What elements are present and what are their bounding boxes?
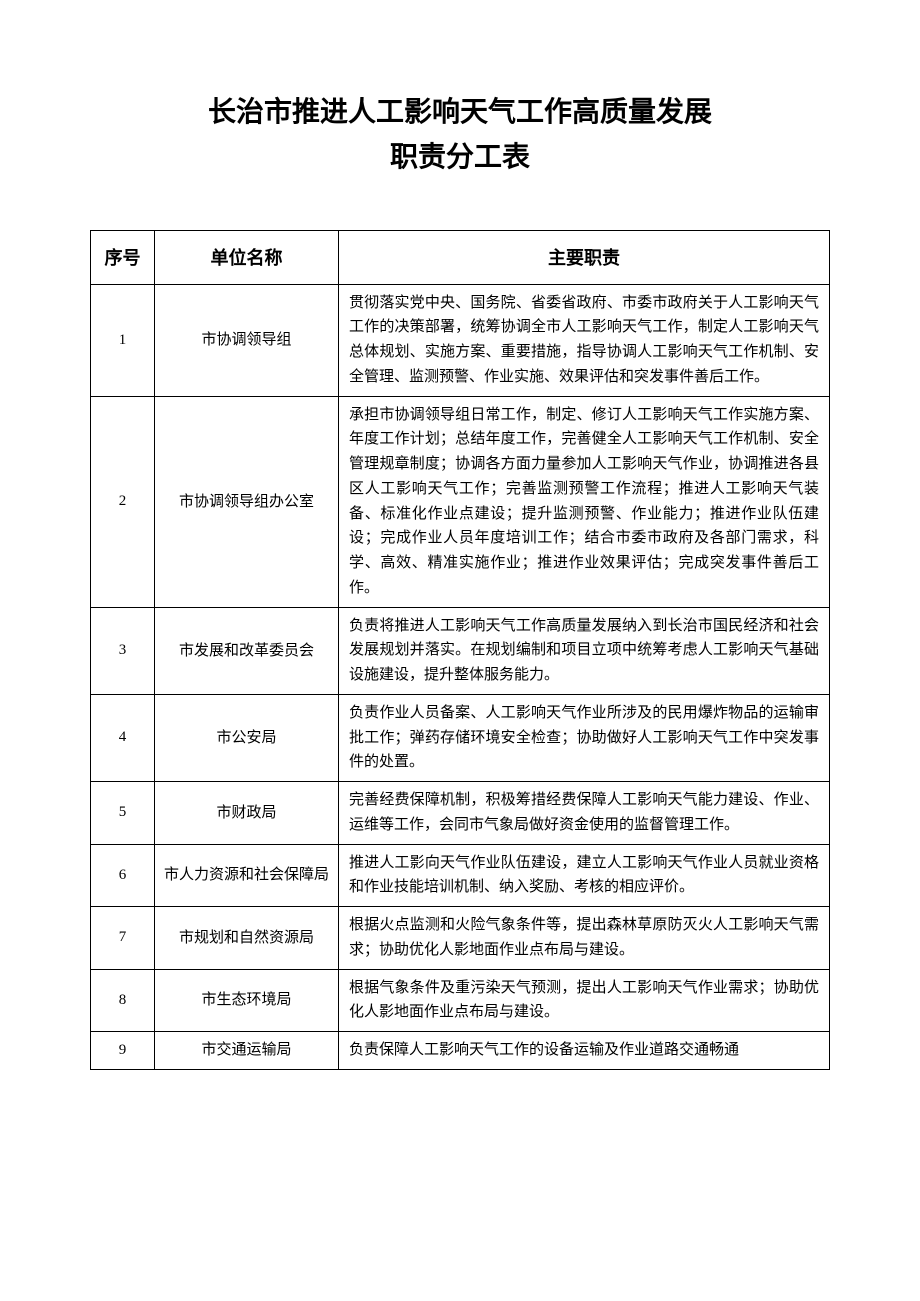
cell-duty: 负责将推进人工影响天气工作高质量发展纳入到长治市国民经济和社会发展规划并落实。在…: [339, 607, 830, 694]
table-row: 6 市人力资源和社会保障局 推进人工影向天气作业队伍建设，建立人工影响天气作业人…: [91, 844, 830, 907]
cell-seq: 3: [91, 607, 155, 694]
header-seq: 序号: [91, 230, 155, 284]
table-row: 1 市协调领导组 贯彻落实党中央、国务院、省委省政府、市委市政府关于人工影响天气…: [91, 284, 830, 396]
cell-unit: 市公安局: [155, 694, 339, 781]
cell-duty: 贯彻落实党中央、国务院、省委省政府、市委市政府关于人工影响天气工作的决策部署，统…: [339, 284, 830, 396]
table-row: 4 市公安局 负责作业人员备案、人工影响天气作业所涉及的民用爆炸物品的运输审批工…: [91, 694, 830, 781]
cell-seq: 6: [91, 844, 155, 907]
table-row: 3 市发展和改革委员会 负责将推进人工影响天气工作高质量发展纳入到长治市国民经济…: [91, 607, 830, 694]
cell-unit: 市人力资源和社会保障局: [155, 844, 339, 907]
cell-unit: 市规划和自然资源局: [155, 907, 339, 970]
cell-unit: 市生态环境局: [155, 969, 339, 1032]
cell-seq: 5: [91, 782, 155, 845]
responsibility-table: 序号 单位名称 主要职责 1 市协调领导组 贯彻落实党中央、国务院、省委省政府、…: [90, 230, 830, 1070]
cell-seq: 7: [91, 907, 155, 970]
cell-duty: 根据气象条件及重污染天气预测，提出人工影响天气作业需求；协助优化人影地面作业点布…: [339, 969, 830, 1032]
header-duty: 主要职责: [339, 230, 830, 284]
document-title-line2: 职责分工表: [90, 135, 830, 180]
cell-seq: 1: [91, 284, 155, 396]
cell-seq: 9: [91, 1032, 155, 1070]
table-row: 8 市生态环境局 根据气象条件及重污染天气预测，提出人工影响天气作业需求；协助优…: [91, 969, 830, 1032]
cell-duty: 承担市协调领导组日常工作，制定、修订人工影响天气工作实施方案、年度工作计划；总结…: [339, 396, 830, 607]
cell-seq: 4: [91, 694, 155, 781]
cell-duty: 推进人工影向天气作业队伍建设，建立人工影响天气作业人员就业资格和作业技能培训机制…: [339, 844, 830, 907]
cell-unit: 市发展和改革委员会: [155, 607, 339, 694]
cell-unit: 市协调领导组办公室: [155, 396, 339, 607]
table-row: 9 市交通运输局 负责保障人工影响天气工作的设备运输及作业道路交通畅通: [91, 1032, 830, 1070]
document-title-block: 长治市推进人工影响天气工作高质量发展 职责分工表: [90, 90, 830, 180]
table-row: 2 市协调领导组办公室 承担市协调领导组日常工作，制定、修订人工影响天气工作实施…: [91, 396, 830, 607]
cell-seq: 8: [91, 969, 155, 1032]
cell-duty: 负责作业人员备案、人工影响天气作业所涉及的民用爆炸物品的运输审批工作；弹药存储环…: [339, 694, 830, 781]
table-row: 5 市财政局 完善经费保障机制，积极筹措经费保障人工影响天气能力建设、作业、运维…: [91, 782, 830, 845]
cell-duty: 完善经费保障机制，积极筹措经费保障人工影响天气能力建设、作业、运维等工作，会同市…: [339, 782, 830, 845]
cell-seq: 2: [91, 396, 155, 607]
cell-unit: 市财政局: [155, 782, 339, 845]
cell-duty: 负责保障人工影响天气工作的设备运输及作业道路交通畅通: [339, 1032, 830, 1070]
table-row: 7 市规划和自然资源局 根据火点监测和火险气象条件等，提出森林草原防灭火人工影响…: [91, 907, 830, 970]
table-header-row: 序号 单位名称 主要职责: [91, 230, 830, 284]
cell-unit: 市协调领导组: [155, 284, 339, 396]
document-title-line1: 长治市推进人工影响天气工作高质量发展: [90, 90, 830, 135]
header-unit: 单位名称: [155, 230, 339, 284]
cell-duty: 根据火点监测和火险气象条件等，提出森林草原防灭火人工影响天气需求；协助优化人影地…: [339, 907, 830, 970]
cell-unit: 市交通运输局: [155, 1032, 339, 1070]
